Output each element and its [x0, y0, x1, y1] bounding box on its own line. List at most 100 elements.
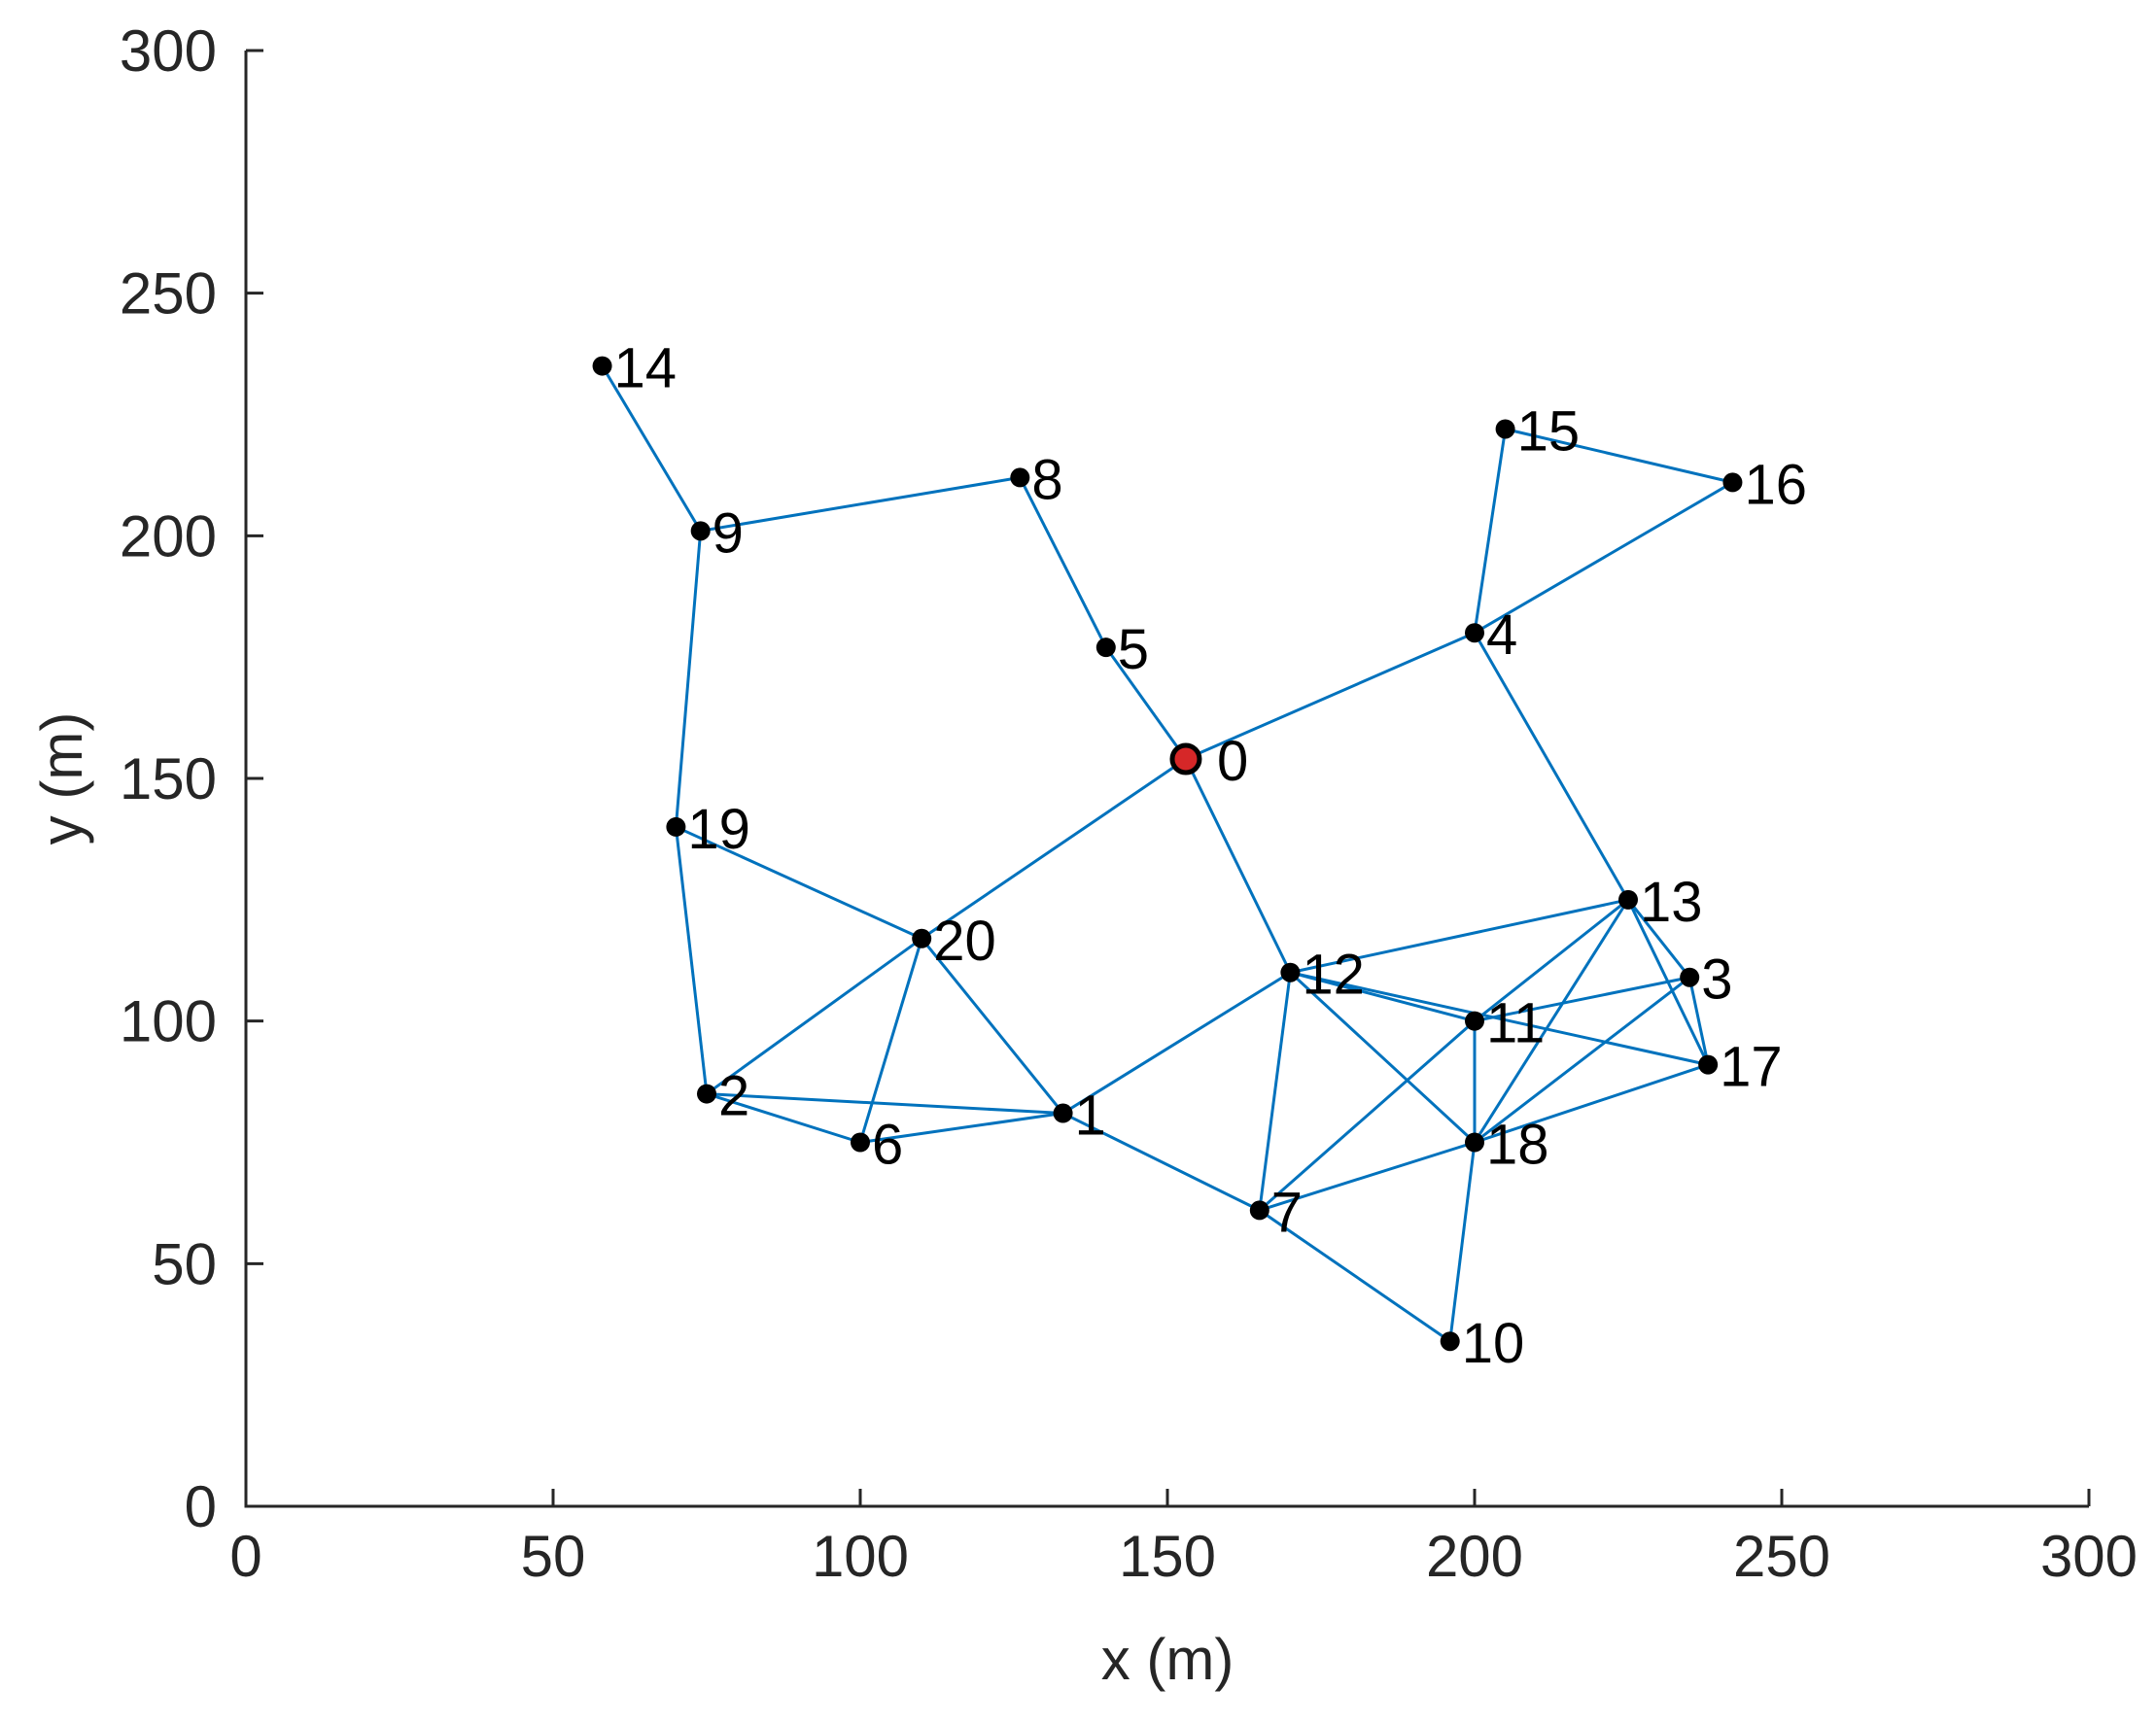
- node-4: [1465, 623, 1484, 643]
- edge-10-18: [1448, 1142, 1477, 1342]
- edge-7-11: [1258, 1019, 1476, 1212]
- edge-8-5: [1018, 476, 1108, 648]
- edge-2-6: [706, 1092, 861, 1144]
- edge-2-1: [706, 1092, 1063, 1116]
- edge-11-13: [1474, 898, 1629, 1022]
- edge-15-16: [1505, 428, 1733, 484]
- edge-19-20: [675, 825, 922, 941]
- edge-13-3: [1626, 898, 1691, 979]
- edge-12-13: [1290, 898, 1629, 975]
- node-15: [1495, 419, 1515, 439]
- node-20: [912, 928, 932, 948]
- node-label-10: 10: [1462, 1312, 1525, 1375]
- node-label-7: 7: [1271, 1181, 1303, 1244]
- edge-13-17: [1626, 899, 1710, 1066]
- node-label-19: 19: [687, 798, 750, 861]
- edge-7-18: [1259, 1141, 1476, 1212]
- x-tick-label: 200: [1426, 1524, 1523, 1589]
- y-tick-label: 100: [120, 989, 217, 1054]
- node-label-15: 15: [1517, 399, 1581, 463]
- edge-6-1: [859, 1112, 1063, 1144]
- node-10: [1440, 1331, 1460, 1352]
- edge-13-18: [1473, 899, 1630, 1144]
- node-label-5: 5: [1118, 618, 1149, 681]
- node-17: [1698, 1054, 1719, 1075]
- y-axis-label: y (m): [29, 712, 94, 845]
- edges-layer: [601, 364, 1734, 1343]
- node-2: [697, 1084, 716, 1104]
- edge-16-4: [1474, 481, 1734, 635]
- node-5: [1095, 638, 1116, 658]
- x-axis-label: x (m): [1101, 1627, 1234, 1692]
- y-tick-label: 0: [185, 1474, 217, 1539]
- edge-11-3: [1474, 976, 1690, 1023]
- node-8: [1010, 467, 1030, 488]
- edge-4-13: [1473, 632, 1630, 901]
- axis-frame: [244, 51, 2089, 1508]
- node-label-14: 14: [614, 337, 678, 400]
- y-tick-label: 200: [120, 503, 217, 569]
- x-tick-label: 50: [521, 1524, 586, 1589]
- edge-5-0: [1104, 646, 1188, 760]
- y-tick-label: 300: [120, 18, 217, 84]
- x-tick-label: 0: [229, 1524, 261, 1589]
- edge-0-4: [1185, 631, 1476, 761]
- edge-7-12: [1258, 972, 1292, 1211]
- edge-3-17: [1687, 977, 1710, 1065]
- x-tick-label: 150: [1119, 1524, 1216, 1589]
- node-13: [1618, 889, 1638, 910]
- node-label-1: 1: [1075, 1085, 1106, 1148]
- edge-12-18: [1289, 971, 1477, 1144]
- node-18: [1465, 1132, 1484, 1153]
- edge-9-19: [674, 531, 703, 828]
- node-14: [592, 356, 612, 376]
- edge-20-1: [921, 937, 1064, 1115]
- node-label-6: 6: [872, 1114, 903, 1177]
- x-tick-label: 300: [2040, 1524, 2138, 1589]
- edge-0-20: [921, 757, 1187, 941]
- node-label-17: 17: [1720, 1036, 1783, 1099]
- y-tick-label: 150: [120, 746, 217, 811]
- y-tick-label: 50: [152, 1231, 217, 1296]
- node-label-11: 11: [1486, 992, 1545, 1055]
- edge-20-2: [706, 937, 923, 1095]
- node-7: [1249, 1200, 1269, 1221]
- edge-3-18: [1474, 976, 1691, 1144]
- node-label-18: 18: [1486, 1114, 1549, 1177]
- edge-9-8: [700, 475, 1021, 533]
- node-19: [666, 816, 686, 837]
- node-6: [851, 1132, 870, 1153]
- node-label-13: 13: [1640, 871, 1703, 934]
- edge-7-10: [1258, 1209, 1451, 1343]
- edge-4-15: [1473, 429, 1508, 634]
- node-label-4: 4: [1486, 603, 1517, 667]
- node-label-0: 0: [1217, 730, 1248, 793]
- node-16: [1722, 472, 1743, 493]
- node-1: [1053, 1103, 1073, 1123]
- edge-17-18: [1474, 1063, 1709, 1144]
- edge-19-2: [674, 826, 709, 1094]
- node-label-16: 16: [1744, 453, 1807, 516]
- edge-12-17: [1290, 971, 1709, 1067]
- edge-1-12: [1061, 971, 1292, 1115]
- x-tick-label: 250: [1733, 1524, 1830, 1589]
- node-9: [690, 521, 711, 541]
- node-label-9: 9: [713, 501, 744, 565]
- y-tick-label: 250: [120, 261, 217, 327]
- sink-node-0: [1169, 742, 1202, 775]
- node-3: [1680, 967, 1700, 987]
- axes-layer: [244, 51, 2089, 1508]
- edge-0-12: [1184, 758, 1292, 974]
- edge-14-9: [601, 364, 702, 533]
- edge-1-7: [1061, 1112, 1261, 1212]
- node-label-12: 12: [1302, 944, 1365, 1007]
- node-label-2: 2: [718, 1065, 749, 1128]
- edge-20-6: [858, 938, 923, 1143]
- node-11: [1465, 1011, 1484, 1031]
- node-label-20: 20: [933, 910, 996, 973]
- node-label-8: 8: [1031, 448, 1062, 511]
- x-tick-label: 100: [812, 1524, 909, 1589]
